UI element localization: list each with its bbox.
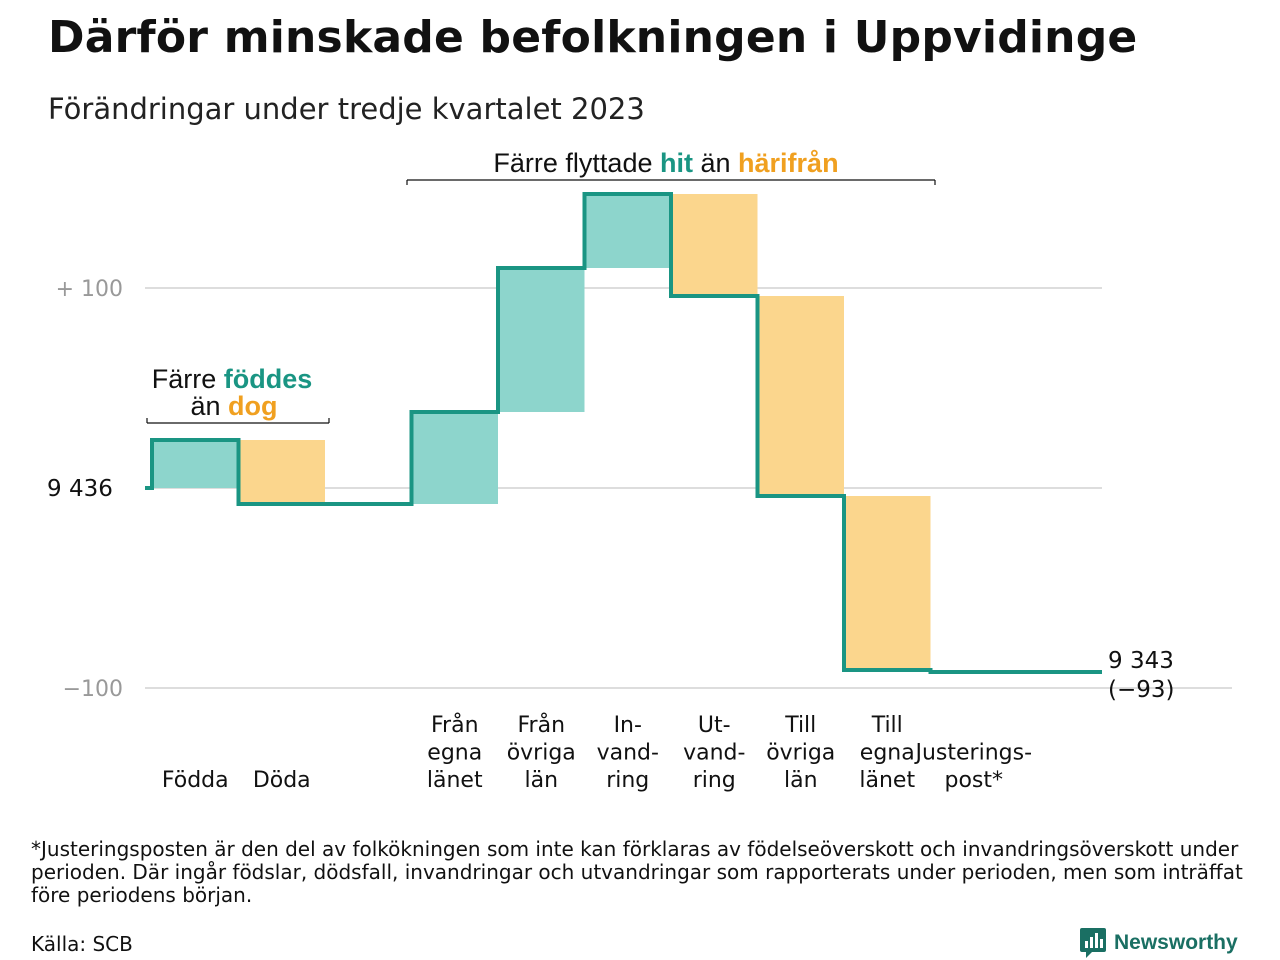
category-label: egna (427, 741, 482, 766)
bar-utvandring (671, 194, 758, 296)
category-label: Döda (253, 768, 311, 793)
source-note: Källa: SCB (31, 932, 133, 956)
category-label: ring (693, 768, 736, 793)
category-label: övriga (766, 741, 835, 766)
annotation-part: föddes (224, 364, 313, 394)
category-label: Till (871, 713, 903, 738)
annotation-births-line2: än dog (190, 391, 277, 421)
start-value-label: 9 436 (47, 476, 113, 502)
bar-till_egna (844, 496, 931, 670)
category-label: egna (860, 741, 915, 766)
annotation-part: härifrån (738, 148, 839, 178)
category-label: Födda (162, 768, 229, 793)
chart-title: Därför minskade befolkningen i Uppviding… (48, 12, 1138, 63)
bar-doda (238, 440, 325, 504)
end-value-label: 9 343 (1108, 648, 1174, 674)
annotation-part: än (190, 391, 228, 421)
bar-fodda (152, 440, 239, 488)
brand-logo: Newsworthy (1080, 928, 1238, 958)
annotation-part: Färre (152, 364, 224, 394)
category-label: post* (944, 768, 1003, 793)
bar-till_ovriga (757, 296, 844, 496)
annotation-moves: Färre flyttade hit än härifrån (493, 148, 838, 178)
category-label: vand- (597, 741, 659, 766)
category-label: länet (427, 768, 483, 793)
y-tick-label: −100 (63, 677, 123, 702)
category-label: Från (431, 712, 479, 738)
category-label: vand- (683, 741, 745, 766)
category-label: län (524, 768, 558, 793)
category-label: Ut- (698, 713, 731, 738)
annotation-part: Färre flyttade (493, 148, 660, 178)
annotation-births-line1: Färre föddes (152, 364, 313, 394)
category-label: ring (606, 768, 649, 793)
end-change-label: (−93) (1108, 677, 1174, 703)
footnote: *Justeringsposten är den del av folkökni… (31, 837, 1243, 907)
annotation-part: än (693, 148, 738, 178)
category-label: län (784, 768, 818, 793)
y-tick-label: + 100 (56, 277, 123, 302)
bar-invandring (584, 194, 671, 268)
chart-subtitle: Förändringar under tredje kvartalet 2023 (48, 92, 645, 126)
bar-fran_egna (411, 412, 498, 504)
brand-name: Newsworthy (1114, 931, 1238, 954)
annotation-part: hit (660, 148, 693, 178)
newsworthy-icon (1080, 928, 1106, 958)
cumulative-line (145, 192, 1102, 674)
category-label: In- (614, 713, 642, 738)
category-label: övriga (507, 741, 576, 766)
category-label: Från (517, 712, 565, 738)
category-label: Till (784, 713, 816, 738)
bar-fran_ovriga (498, 268, 585, 412)
category-label: länet (859, 768, 915, 793)
category-label: Justerings- (913, 741, 1032, 766)
annotation-part: dog (228, 391, 277, 421)
